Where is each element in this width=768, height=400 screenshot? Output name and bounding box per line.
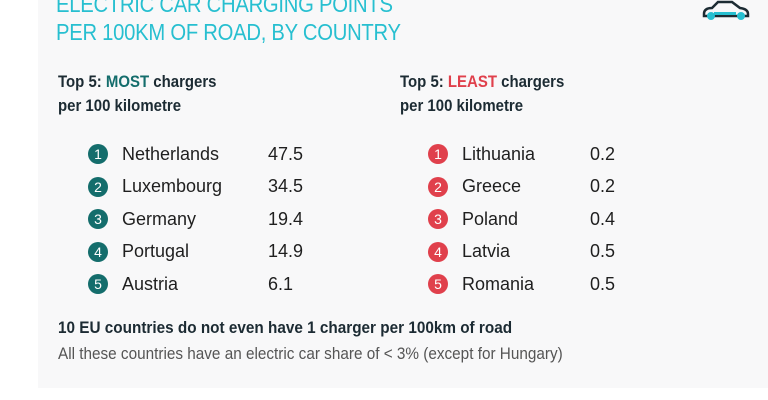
list-item: 4 Portugal 14.9 <box>88 236 303 269</box>
rank-badge: 1 <box>88 144 108 165</box>
list-item: 5 Romania 0.5 <box>428 268 615 301</box>
footer-headline: 10 EU countries do not even have 1 charg… <box>58 318 513 337</box>
footer-note: All these countries have an electric car… <box>58 344 563 363</box>
charger-value: 34.5 <box>268 176 304 197</box>
charger-value: 0.2 <box>590 176 616 197</box>
rank-badge: 4 <box>428 241 448 262</box>
country-name: Latvia <box>462 241 511 262</box>
charger-value: 0.4 <box>590 208 616 229</box>
most-list: 1 Netherlands 47.5 2 Luxembourg 34.5 3 Germany 1… <box>88 138 303 301</box>
list-item: 2 Greece 0.2 <box>428 171 615 204</box>
charger-value: 0.2 <box>590 143 616 164</box>
least-subtitle: per 100 kilometre <box>400 96 524 115</box>
rank-badge: 5 <box>428 274 448 295</box>
least-list: 1 Lithuania 0.2 2 Greece 0.2 3 Poland 0.4 4 Latvia… <box>428 138 615 301</box>
country-name: Luxembourg <box>122 176 223 197</box>
most-suffix: chargers <box>149 72 217 91</box>
least-suffix: chargers <box>496 72 565 91</box>
list-item: 3 Poland 0.4 <box>428 203 615 236</box>
rank-badge: 2 <box>428 176 448 197</box>
most-highlight: MOST <box>105 72 150 91</box>
country-name: Poland <box>462 208 519 229</box>
list-item: 1 Netherlands 47.5 <box>88 138 303 171</box>
least-heading: Top 5: LEAST chargers per 100 kilometre <box>400 70 564 118</box>
country-name: Lithuania <box>462 143 536 164</box>
rank-badge: 1 <box>428 144 448 165</box>
rank-badge: 3 <box>428 209 448 230</box>
car-icon <box>702 0 750 20</box>
least-highlight: LEAST <box>447 72 497 91</box>
most-heading: Top 5: MOST chargers per 100 kilometre <box>58 70 216 118</box>
title-line-2: PER 100KM OF ROAD, BY COUNTRY <box>56 19 401 45</box>
charger-value: 6.1 <box>268 273 294 294</box>
list-item: 2 Luxembourg 34.5 <box>88 171 303 204</box>
infographic-card <box>38 0 768 388</box>
country-name: Netherlands <box>122 143 220 164</box>
country-name: Portugal <box>122 241 190 262</box>
country-name: Romania <box>462 273 535 294</box>
country-name: Germany <box>122 208 197 229</box>
title-line-1: ELECTRIC CAR CHARGING POINTS <box>56 0 393 17</box>
page-title: ELECTRIC CAR CHARGING POINTS PER 100KM O… <box>56 0 401 46</box>
list-item: 3 Germany 19.4 <box>88 203 303 236</box>
least-prefix: Top 5: <box>400 72 448 91</box>
list-item: 5 Austria 6.1 <box>88 268 303 301</box>
charger-value: 0.5 <box>590 241 616 262</box>
most-subtitle: per 100 kilometre <box>58 96 182 115</box>
rank-badge: 4 <box>88 241 108 262</box>
rank-badge: 2 <box>88 176 108 197</box>
rank-badge: 5 <box>88 274 108 295</box>
country-name: Greece <box>462 176 522 197</box>
country-name: Austria <box>122 273 179 294</box>
rank-badge: 3 <box>88 209 108 230</box>
list-item: 1 Lithuania 0.2 <box>428 138 615 171</box>
charger-value: 47.5 <box>268 143 304 164</box>
list-item: 4 Latvia 0.5 <box>428 236 615 269</box>
charger-value: 14.9 <box>268 241 304 262</box>
most-prefix: Top 5: <box>58 72 106 91</box>
charger-value: 0.5 <box>590 273 616 294</box>
charger-value: 19.4 <box>268 208 304 229</box>
